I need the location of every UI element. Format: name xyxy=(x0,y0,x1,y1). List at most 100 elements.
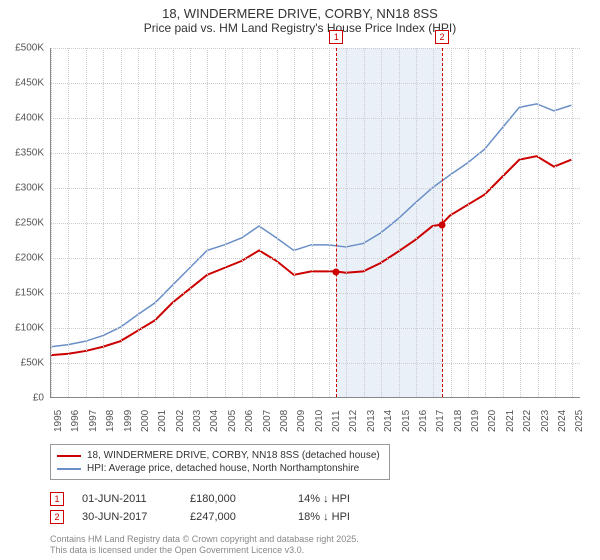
marker-line-1 xyxy=(336,48,337,397)
x-tick-label: 2008 xyxy=(279,410,290,432)
legend-item: 18, WINDERMERE DRIVE, CORBY, NN18 8SS (d… xyxy=(57,449,383,462)
x-tick-label: 2000 xyxy=(140,410,151,432)
x-tick-label: 2012 xyxy=(348,410,359,432)
x-tick-label: 2018 xyxy=(453,410,464,432)
data-point-1 xyxy=(333,269,340,276)
y-axis: £0£50K£100K£150K£200K£250K£300K£350K£400… xyxy=(0,48,48,398)
transaction-table: 1 01-JUN-2011 £180,000 14% ↓ HPI 2 30-JUN-201… xyxy=(50,490,580,526)
grid-line-v xyxy=(399,48,400,397)
x-tick-label: 2005 xyxy=(227,410,238,432)
grid-line-v xyxy=(520,48,521,397)
y-tick-label: £150K xyxy=(15,288,44,299)
x-tick-label: 2021 xyxy=(505,410,516,432)
grid-line-v xyxy=(416,48,417,397)
grid-line-h xyxy=(51,328,580,329)
grid-line-v xyxy=(277,48,278,397)
transaction-date: 01-JUN-2011 xyxy=(82,493,172,505)
x-tick-label: 1997 xyxy=(88,410,99,432)
x-tick-label: 2020 xyxy=(487,410,498,432)
grid-line-h xyxy=(51,258,580,259)
grid-line-v xyxy=(294,48,295,397)
x-tick-label: 2010 xyxy=(314,410,325,432)
x-tick-label: 2001 xyxy=(157,410,168,432)
grid-line-v xyxy=(468,48,469,397)
y-tick-label: £250K xyxy=(15,218,44,229)
transaction-marker-1: 1 xyxy=(50,492,64,506)
transaction-marker-2: 2 xyxy=(50,510,64,524)
legend-swatch xyxy=(57,455,81,457)
chart-title-block: 18, WINDERMERE DRIVE, CORBY, NN18 8SS Pr… xyxy=(0,0,600,37)
x-tick-label: 2025 xyxy=(574,410,585,432)
grid-line-h xyxy=(51,363,580,364)
transaction-row: 1 01-JUN-2011 £180,000 14% ↓ HPI xyxy=(50,490,580,508)
grid-line-h xyxy=(51,223,580,224)
grid-line-h xyxy=(51,188,580,189)
y-tick-label: £300K xyxy=(15,183,44,194)
grid-line-h xyxy=(51,293,580,294)
transaction-price: £180,000 xyxy=(190,493,280,505)
grid-line-v xyxy=(346,48,347,397)
grid-line-v xyxy=(121,48,122,397)
title-line1: 18, WINDERMERE DRIVE, CORBY, NN18 8SS xyxy=(0,6,600,21)
x-tick-label: 2013 xyxy=(366,410,377,432)
grid-line-v xyxy=(260,48,261,397)
x-tick-label: 2009 xyxy=(296,410,307,432)
grid-line-v xyxy=(538,48,539,397)
x-tick-label: 2023 xyxy=(540,410,551,432)
grid-line-v xyxy=(103,48,104,397)
grid-line-h xyxy=(51,48,580,49)
x-tick-label: 2002 xyxy=(175,410,186,432)
legend-label: HPI: Average price, detached house, Nort… xyxy=(87,463,359,474)
y-tick-label: £350K xyxy=(15,148,44,159)
x-tick-label: 1999 xyxy=(123,410,134,432)
transaction-date: 30-JUN-2017 xyxy=(82,511,172,523)
x-axis: 1995 1996 1997 1998 1999 2000 2001 2002 2003 2004… xyxy=(50,398,580,438)
grid-line-h xyxy=(51,83,580,84)
grid-line-v xyxy=(433,48,434,397)
x-tick-label: 1995 xyxy=(53,410,64,432)
transaction-delta: 18% ↓ HPI xyxy=(298,511,388,523)
grid-line-v xyxy=(51,48,52,397)
x-tick-label: 2015 xyxy=(401,410,412,432)
x-tick-label: 2006 xyxy=(244,410,255,432)
grid-line-v xyxy=(503,48,504,397)
x-tick-label: 1998 xyxy=(105,410,116,432)
y-tick-label: £100K xyxy=(15,323,44,334)
grid-line-v xyxy=(312,48,313,397)
grid-line-v xyxy=(86,48,87,397)
x-tick-label: 2019 xyxy=(470,410,481,432)
chart-legend: 18, WINDERMERE DRIVE, CORBY, NN18 8SS (d… xyxy=(50,444,390,480)
grid-line-v xyxy=(173,48,174,397)
x-tick-label: 2004 xyxy=(209,410,220,432)
grid-line-v xyxy=(381,48,382,397)
x-tick-label: 1996 xyxy=(70,410,81,432)
grid-line-v xyxy=(138,48,139,397)
footer-line2: This data is licensed under the Open Gov… xyxy=(50,545,359,556)
x-tick-label: 2003 xyxy=(192,410,203,432)
y-tick-label: £50K xyxy=(21,358,44,369)
x-tick-label: 2017 xyxy=(435,410,446,432)
grid-line-v xyxy=(225,48,226,397)
x-tick-label: 2022 xyxy=(522,410,533,432)
legend-label: 18, WINDERMERE DRIVE, CORBY, NN18 8SS (d… xyxy=(87,450,380,461)
grid-line-v xyxy=(207,48,208,397)
data-point-2 xyxy=(438,222,445,229)
transaction-delta: 14% ↓ HPI xyxy=(298,493,388,505)
grid-line-v xyxy=(485,48,486,397)
grid-line-v xyxy=(155,48,156,397)
x-tick-label: 2014 xyxy=(383,410,394,432)
y-tick-label: £400K xyxy=(15,113,44,124)
footer-line1: Contains HM Land Registry data © Crown c… xyxy=(50,534,359,545)
x-tick-label: 2007 xyxy=(262,410,273,432)
chart-plot-area: 12 xyxy=(50,48,580,398)
grid-line-v xyxy=(329,48,330,397)
transaction-row: 230-JUN-2017£247,00018% ↓ HPI xyxy=(50,508,580,526)
legend-swatch xyxy=(57,468,81,470)
x-tick-label: 2024 xyxy=(557,410,568,432)
grid-line-v xyxy=(572,48,573,397)
grid-line-v xyxy=(68,48,69,397)
legend-item: HPI: Average price, detached house, Nort… xyxy=(57,462,383,475)
x-tick-label: 2011 xyxy=(331,410,342,432)
marker-label-2: 2 xyxy=(435,30,449,44)
grid-line-v xyxy=(555,48,556,397)
